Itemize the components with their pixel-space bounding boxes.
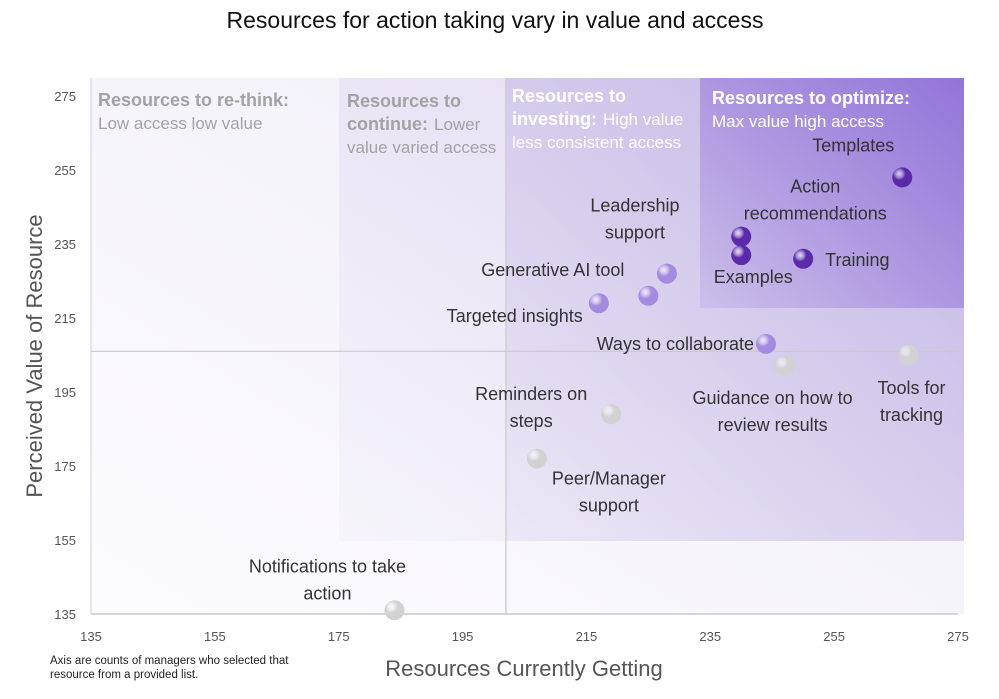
y-tick-label: 155	[54, 533, 76, 548]
y-tick-label: 175	[54, 459, 76, 474]
data-point: Templates	[812, 135, 913, 188]
y-tick-label: 215	[54, 311, 76, 326]
x-tick-label: 215	[576, 629, 598, 644]
x-tick-label: 255	[823, 629, 845, 644]
quadrant-heading: Resources to	[512, 86, 626, 106]
point-label: Ways to collaborate	[597, 334, 754, 354]
y-tick-label: 195	[54, 385, 76, 400]
point-label: Action recommendations	[744, 177, 887, 224]
quadrant-description: Max value high access	[712, 112, 884, 131]
point-label: Training	[825, 250, 889, 270]
point-marker	[526, 448, 547, 469]
point-marker	[774, 356, 795, 377]
point-label: Guidance on how to review results	[693, 388, 853, 435]
quadrant-text-continue: Resources to continue: Lower value varied a…	[347, 91, 496, 157]
x-tick-label: 175	[328, 629, 350, 644]
data-point: Reminders on steps	[475, 384, 622, 431]
point-label: Leadership support	[590, 196, 679, 243]
point-label: Tools for tracking	[877, 378, 945, 425]
quadrant-heading: Resources to re-think:	[98, 90, 289, 110]
point-label: Targeted insights	[447, 306, 583, 326]
quadrant-heading-continued: continue: Lower	[347, 114, 481, 134]
data-point: Generative AI tool	[481, 260, 659, 306]
data-point: Examples	[714, 245, 793, 287]
quadrant-heading: Resources to	[347, 91, 461, 111]
data-point: Peer/Manager support	[526, 448, 666, 516]
x-tick-label: 155	[204, 629, 226, 644]
x-tick-label: 135	[80, 629, 102, 644]
point-label: Reminders on steps	[475, 384, 587, 431]
point-marker	[384, 600, 405, 621]
quadrant-text-investing: Resources to investing: High value less con…	[512, 86, 683, 152]
data-point: Ways to collaborate	[597, 333, 777, 354]
quadrant-heading: Resources to optimize:	[712, 88, 910, 108]
point-marker	[731, 226, 752, 247]
quadrant-optimize	[700, 78, 964, 308]
point-marker	[898, 345, 919, 365]
point-label: Templates	[812, 135, 894, 155]
x-tick-label: 195	[452, 629, 474, 644]
point-label: Peer/Manager support	[552, 469, 666, 516]
point-marker	[656, 263, 677, 284]
point-marker	[588, 293, 609, 314]
y-tick-label: 255	[54, 163, 76, 178]
quadrant-description: less consistent access	[512, 133, 681, 152]
point-label: Generative AI tool	[481, 260, 624, 280]
quadrant-text-optimize: Resources to optimize: Max value high acc…	[712, 88, 910, 131]
y-tick-label: 275	[54, 89, 76, 104]
point-marker	[731, 245, 752, 266]
data-point: Targeted insights	[447, 293, 609, 326]
quadrant-text-rethink: Resources to re-think: Low access low val…	[98, 90, 289, 133]
point-label: Notifications to take action	[249, 556, 406, 603]
y-tick-label: 235	[54, 237, 76, 252]
data-point: Tools for tracking	[877, 345, 945, 425]
quadrant-description: value varied access	[347, 138, 496, 157]
point-marker	[638, 285, 659, 306]
chart-title: Resources for action taking vary in valu…	[227, 7, 764, 33]
data-point: Notifications to take action	[249, 556, 406, 621]
quadrant-description: Low access low value	[98, 114, 262, 133]
x-axis-label: Resources Currently Getting	[385, 656, 663, 681]
point-marker	[601, 404, 622, 425]
data-point: Training	[793, 248, 890, 270]
x-tick-label: 235	[699, 629, 721, 644]
y-axis-label: Perceived Value of Resource	[22, 214, 47, 497]
data-point: Leadership support	[590, 196, 679, 284]
footnote: Axis are counts of managers who selected…	[50, 655, 289, 681]
x-tick-label: 275	[947, 629, 969, 644]
data-point: Guidance on how to review results	[693, 356, 853, 435]
point-marker	[756, 333, 777, 354]
y-tick-label: 135	[54, 607, 76, 622]
point-marker	[892, 167, 913, 188]
point-marker	[793, 248, 814, 269]
point-label: Examples	[714, 267, 793, 287]
quadrant-heading-continued: investing: High value	[512, 109, 683, 129]
data-point: Action recommendations	[731, 177, 887, 247]
